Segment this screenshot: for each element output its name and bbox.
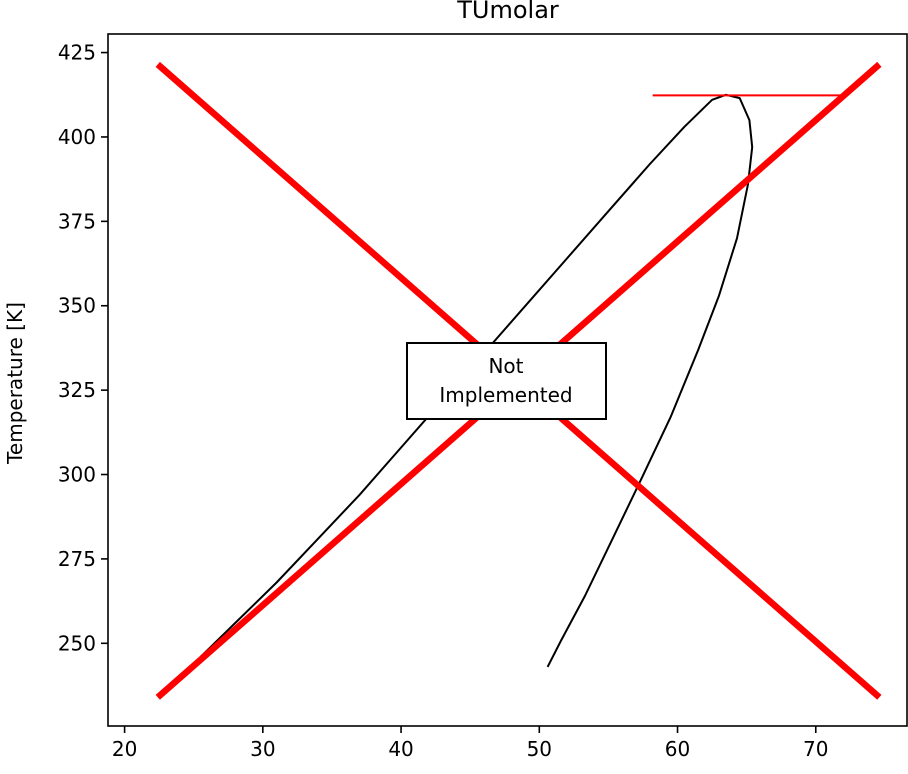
not-implemented-note: Not Implemented [406, 342, 607, 420]
note-box [406, 342, 607, 420]
y-tick-label: 425 [58, 41, 96, 65]
y-tick-label: 375 [58, 209, 96, 233]
note-line-2: Implemented [439, 383, 572, 407]
x-tick-label: 40 [388, 737, 413, 761]
plot-frame [107, 33, 908, 727]
x-tick-label: 20 [112, 737, 137, 761]
y-tick-label: 275 [58, 547, 96, 571]
y-tick-label: 300 [58, 463, 96, 487]
x-tick-label: 70 [803, 737, 828, 761]
y-tick-label: 250 [58, 631, 96, 655]
chart-title: TUmolar [456, 0, 559, 24]
phase-envelope-curve [199, 93, 754, 668]
x-tick-label: 50 [527, 737, 552, 761]
x-tick-label: 60 [665, 737, 690, 761]
y-tick-label: 400 [58, 125, 96, 149]
y-tick-label: 350 [58, 294, 96, 318]
y-tick-label: 325 [58, 378, 96, 402]
axis-ticks: 20 30 40 50 60 70 250 275 300 325 350 375 400 425 [58, 41, 829, 761]
note-line-1: Not [488, 354, 523, 378]
y-axis-label: Temperature [K] [3, 302, 27, 465]
x-tick-label: 30 [250, 737, 275, 761]
